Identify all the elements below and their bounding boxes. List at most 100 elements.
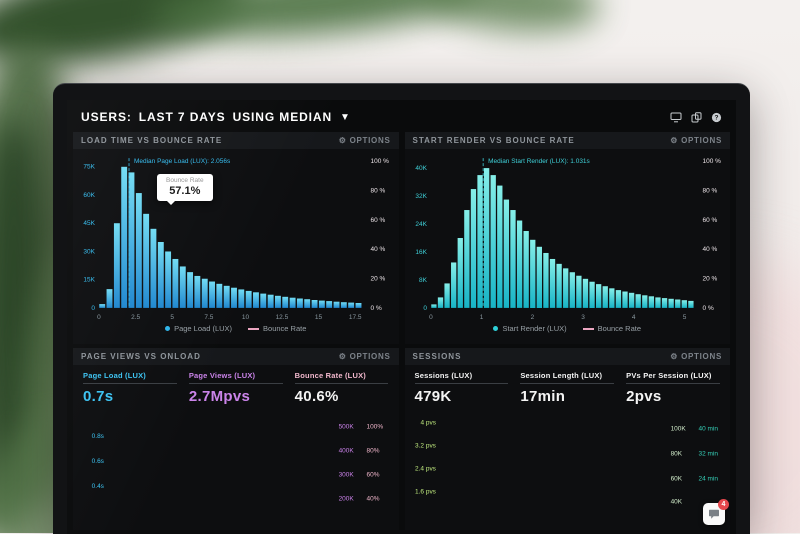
svg-text:7.5: 7.5: [204, 314, 213, 321]
svg-text:300K: 300K: [339, 471, 355, 478]
stat-label: Sessions (LUX): [414, 371, 509, 384]
svg-text:32K: 32K: [415, 193, 427, 200]
svg-text:200K: 200K: [339, 495, 355, 502]
tooltip-label: Bounce Rate: [166, 177, 204, 184]
display-icon[interactable]: [670, 112, 682, 123]
stat-label: Bounce Rate (LUX): [294, 371, 389, 384]
svg-text:40K: 40K: [670, 498, 682, 505]
stat-bounce-rate: Bounce Rate (LUX) 40.6%: [294, 371, 389, 405]
users-range-selector[interactable]: USERS: LAST 7 DAYS USING MEDIAN ▼: [81, 110, 351, 124]
load-time-chart[interactable]: Median Page Load (LUX): 2.056s 75K 60K 45K 3…: [73, 149, 399, 323]
metric-label: USING MEDIAN: [232, 110, 333, 124]
stat-sessions: Sessions (LUX) 479K: [414, 371, 509, 405]
stat-session-length: Session Length (LUX) 17min: [520, 371, 615, 405]
gear-icon: ⚙: [670, 352, 679, 361]
options-label: OPTIONS: [681, 136, 722, 145]
chat-widget-button[interactable]: 4: [703, 499, 729, 525]
stat-value: 479K: [414, 388, 452, 405]
gear-icon: ⚙: [670, 136, 679, 145]
svg-text:60 %: 60 %: [371, 217, 386, 224]
svg-text:17.5: 17.5: [349, 314, 362, 321]
onload-chart[interactable]: 0.8s 0.6s 0.4s 500K 100% 400K 80% 300K 60% 200K 40…: [73, 407, 399, 519]
stat-label: Session Length (LUX): [520, 371, 615, 384]
svg-text:0 %: 0 %: [371, 305, 382, 312]
svg-text:8K: 8K: [419, 277, 428, 284]
svg-text:0: 0: [91, 305, 95, 312]
laptop: USERS: LAST 7 DAYS USING MEDIAN ▼ ?: [53, 83, 750, 534]
svg-text:0: 0: [429, 314, 433, 321]
line-icon: [248, 327, 260, 330]
range-label: LAST 7 DAYS: [138, 110, 226, 124]
stat-value: 2pvs: [626, 388, 662, 405]
dashboard-grid: LOAD TIME VS BOUNCE RATE ⚙ OPTIONS Media…: [67, 132, 736, 530]
devices-icon[interactable]: [691, 111, 702, 123]
svg-text:24K: 24K: [415, 221, 427, 228]
svg-text:60K: 60K: [83, 192, 95, 199]
stat-label: Page Load (LUX): [83, 371, 177, 384]
svg-text:2: 2: [530, 314, 534, 321]
chevron-down-icon: ▼: [340, 111, 351, 123]
sessions-chart[interactable]: 4 pvs 3.2 pvs 2.4 pvs 1.6 pvs 100K 40 min 80K 3…: [405, 407, 731, 519]
svg-text:10: 10: [242, 314, 250, 321]
legend: Start Render (LUX) Bounce Rate: [405, 323, 731, 336]
svg-text:20 %: 20 %: [702, 276, 717, 283]
svg-text:1: 1: [479, 314, 483, 321]
svg-text:40%: 40%: [367, 495, 380, 502]
svg-text:45K: 45K: [83, 220, 95, 227]
panel-title: START RENDER VS BOUNCE RATE: [412, 136, 575, 145]
options-button[interactable]: ⚙ OPTIONS: [339, 352, 391, 361]
panel-title: PAGE VIEWS VS ONLOAD: [81, 352, 201, 361]
svg-text:?: ?: [715, 114, 719, 121]
options-button[interactable]: ⚙ OPTIONS: [670, 352, 722, 361]
svg-text:24 min: 24 min: [698, 475, 718, 482]
stat-pvs-per-session: PVs Per Session (LUX) 2pvs: [626, 371, 720, 405]
svg-text:32 min: 32 min: [698, 450, 718, 457]
dashboard-header: USERS: LAST 7 DAYS USING MEDIAN ▼ ?: [67, 100, 736, 132]
users-label: USERS:: [81, 110, 132, 124]
svg-text:5: 5: [682, 314, 686, 321]
svg-text:40 min: 40 min: [698, 425, 718, 432]
options-label: OPTIONS: [349, 136, 391, 145]
legend-item-bounce-rate: Bounce Rate: [248, 324, 306, 333]
options-label: OPTIONS: [349, 352, 391, 361]
svg-text:0 %: 0 %: [702, 305, 713, 312]
svg-text:60 %: 60 %: [702, 217, 717, 224]
start-render-chart[interactable]: Median Start Render (LUX): 1.031s 40K 32K 2…: [405, 149, 731, 323]
svg-text:Median Start Render (LUX): 1.0: Median Start Render (LUX): 1.031s: [488, 158, 590, 165]
svg-text:15: 15: [315, 314, 323, 321]
svg-text:75K: 75K: [83, 164, 95, 171]
svg-text:3: 3: [581, 314, 585, 321]
svg-text:1.6 pvs: 1.6 pvs: [415, 489, 437, 496]
chat-badge: 4: [718, 499, 729, 510]
svg-text:60%: 60%: [367, 471, 380, 478]
svg-text:4: 4: [631, 314, 635, 321]
panel-sessions: SESSIONS ⚙ OPTIONS Sessions (LUX) 479K S…: [404, 348, 731, 530]
legend: Page Load (LUX) Bounce Rate: [73, 323, 399, 336]
svg-text:5: 5: [170, 314, 174, 321]
svg-text:15K: 15K: [83, 277, 95, 284]
options-label: OPTIONS: [681, 352, 722, 361]
svg-text:80 %: 80 %: [702, 187, 717, 194]
dot-icon: [165, 326, 171, 331]
dot-icon: [493, 326, 499, 331]
stat-value: 17min: [520, 388, 566, 405]
svg-text:16K: 16K: [415, 249, 427, 256]
svg-text:0.8s: 0.8s: [92, 433, 105, 440]
panel-header: SESSIONS ⚙ OPTIONS: [404, 348, 730, 365]
gear-icon: ⚙: [338, 352, 347, 361]
svg-text:Median Page Load (LUX): 2.056s: Median Page Load (LUX): 2.056s: [134, 158, 231, 165]
svg-text:0.6s: 0.6s: [92, 458, 105, 465]
options-button[interactable]: ⚙ OPTIONS: [339, 136, 391, 145]
options-button[interactable]: ⚙ OPTIONS: [670, 136, 722, 145]
gear-icon: ⚙: [338, 136, 347, 145]
tooltip-value: 57.1%: [169, 185, 201, 197]
panel-start-render: START RENDER VS BOUNCE RATE ⚙ OPTIONS Me…: [404, 132, 731, 344]
svg-text:2.5: 2.5: [131, 314, 140, 321]
svg-text:4 pvs: 4 pvs: [420, 420, 436, 427]
panel-header: START RENDER VS BOUNCE RATE ⚙ OPTIONS: [404, 132, 730, 149]
stat-label: Page Views (LUX): [188, 371, 283, 384]
svg-text:80K: 80K: [670, 450, 682, 457]
svg-text:40 %: 40 %: [702, 246, 717, 253]
help-icon[interactable]: ?: [711, 112, 722, 123]
panel-load-time: LOAD TIME VS BOUNCE RATE ⚙ OPTIONS Media…: [73, 132, 399, 344]
